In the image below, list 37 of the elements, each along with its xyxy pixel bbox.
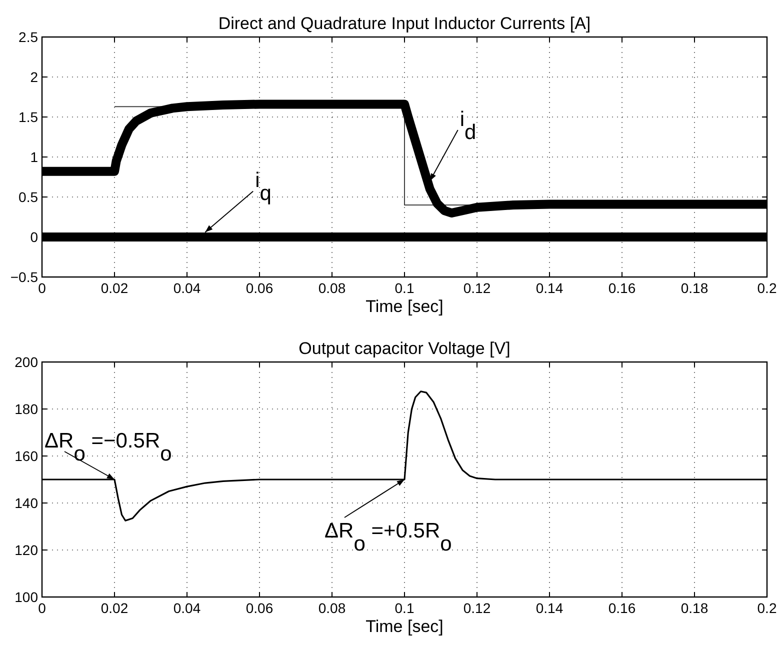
x-tick-label: 0.08 — [318, 600, 346, 616]
x-tick-label: 0.06 — [246, 280, 274, 296]
chart-title: Direct and Quadrature Input Inductor Currents [A] — [218, 14, 591, 33]
y-tick-label: −0.5 — [10, 269, 38, 285]
x-tick-label: 0.18 — [680, 600, 708, 616]
x-tick-label: 0.08 — [318, 280, 346, 296]
y-tick-label: 1 — [30, 149, 38, 165]
y-tick-label: 2.5 — [18, 29, 38, 45]
x-tick-label: 0.2 — [757, 600, 777, 616]
x-tick-label: 0.04 — [173, 600, 201, 616]
y-tick-label: 200 — [14, 354, 38, 370]
x-tick-label: 0.2 — [757, 280, 777, 296]
x-tick-label: 0.02 — [100, 280, 128, 296]
y-tick-label: 140 — [14, 495, 38, 511]
x-tick-label: 0.14 — [536, 600, 564, 616]
y-tick-label: 0.5 — [18, 189, 38, 205]
x-tick-label: 0.04 — [173, 280, 201, 296]
x-tick-label: 0.18 — [680, 280, 708, 296]
x-tick-label: 0.1 — [394, 280, 414, 296]
x-tick-label: 0.02 — [100, 600, 128, 616]
chart-title: Output capacitor Voltage [V] — [298, 339, 510, 358]
x-tick-label: 0.14 — [536, 280, 564, 296]
x-axis-title: Time [sec] — [366, 617, 444, 636]
y-tick-label: 0 — [30, 229, 38, 245]
x-tick-label: 0.1 — [394, 600, 414, 616]
y-tick-label: 100 — [14, 589, 38, 605]
x-axis-title: Time [sec] — [366, 297, 444, 316]
x-tick-label: 0.16 — [608, 280, 636, 296]
y-tick-label: 1.5 — [18, 109, 38, 125]
y-tick-label: 180 — [14, 401, 38, 417]
x-tick-label: 0.06 — [246, 600, 274, 616]
x-tick-label: 0.16 — [608, 600, 636, 616]
y-tick-label: 2 — [30, 69, 38, 85]
y-tick-label: 160 — [14, 448, 38, 464]
y-tick-label: 120 — [14, 542, 38, 558]
x-tick-label: 0.12 — [463, 280, 491, 296]
x-tick-label: 0.12 — [463, 600, 491, 616]
